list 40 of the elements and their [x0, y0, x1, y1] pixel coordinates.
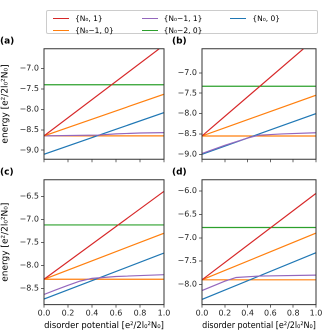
y-tick-label: −6.5 — [20, 191, 39, 200]
y-tick-label: −7.5 — [20, 238, 39, 247]
y-tick-label: −6.0 — [178, 186, 197, 196]
y-tick-label: −8.0 — [178, 280, 197, 289]
y-tick-label: −7.0 — [178, 68, 197, 77]
chart-title: (a) — [0, 36, 14, 47]
x-tick-label: 1.0 — [158, 308, 170, 318]
x-tick-label: 0.4 — [241, 308, 254, 318]
y-tick-label: −8.0 — [20, 104, 39, 114]
y-tick-label: −8.5 — [20, 284, 39, 293]
x-tick-label: 0.0 — [196, 308, 208, 318]
chart-title: (d) — [172, 168, 187, 178]
x-tick-label: 0.8 — [286, 308, 300, 318]
y-tick-label: −8.0 — [178, 108, 197, 118]
y-axis-title: energy [e²/2l₀²N₀] — [0, 64, 11, 144]
chart-title: (c) — [0, 168, 14, 178]
y-tick-label: −8.5 — [178, 129, 197, 138]
y-tick-label: −7.0 — [20, 214, 39, 224]
x-tick-label: 0.6 — [264, 308, 277, 318]
x-tick-label: 0.6 — [110, 308, 122, 318]
x-tick-label: 1.0 — [310, 308, 322, 318]
x-axis-title: disorder potential [e²/2l₀²N₀] — [202, 320, 316, 332]
y-tick-label: −6.5 — [178, 209, 197, 218]
x-axis-title: disorder potential [e²/2l₀²N₀] — [44, 320, 164, 332]
y-tick-label: −7.5 — [178, 256, 197, 266]
y-tick-label: −9.0 — [178, 149, 197, 158]
y-tick-label: −7.0 — [20, 64, 39, 73]
x-tick-label: 0.2 — [218, 308, 232, 318]
y-tick-label: −9.0 — [20, 145, 39, 154]
y-tick-label: −7.5 — [178, 88, 197, 98]
x-tick-label: 0.0 — [38, 308, 50, 318]
x-tick-label: 0.4 — [86, 308, 98, 318]
y-axis-title: energy [e²/2l₀²N₀] — [0, 202, 11, 282]
y-tick-label: −8.0 — [20, 260, 39, 270]
x-tick-label: 0.8 — [134, 308, 146, 318]
y-tick-label: −7.0 — [178, 232, 197, 242]
x-tick-label: 0.2 — [62, 308, 74, 318]
chart-title: (b) — [172, 36, 187, 47]
y-tick-label: −8.5 — [20, 124, 39, 134]
y-tick-label: −7.5 — [20, 84, 39, 93]
